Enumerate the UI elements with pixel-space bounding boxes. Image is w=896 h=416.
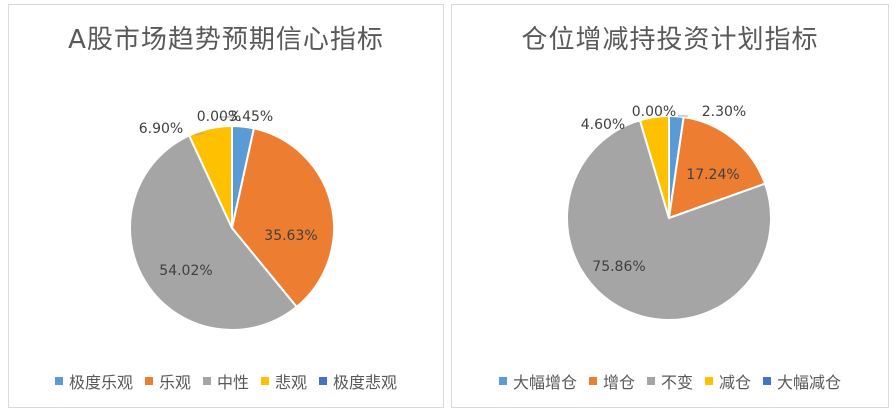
chart-panel-market-confidence: A股市场趋势预期信心指标 3.45% 35.63% 54.02% 6.90% 0.00%… [8, 4, 444, 408]
legend-item: 减仓 [705, 369, 751, 393]
pie-slice-4 [187, 124, 233, 229]
pie-slice-2 [230, 127, 335, 309]
data-label: 6.90% [139, 121, 183, 137]
legend-swatch [498, 377, 507, 385]
data-label: 0.00% [632, 104, 676, 120]
legend-swatch [705, 377, 713, 385]
legend-swatch [202, 377, 211, 385]
leader-line [194, 132, 206, 136]
legend-label: 不变 [660, 373, 693, 392]
chart-panel-position-plan: 仓位增减持投资计划指标 2.30% 17.24% 75.86% 4.60% 0.00% … [451, 4, 889, 408]
pie-slice-4 [638, 114, 670, 219]
legend-label: 大幅减仓 [777, 373, 842, 392]
data-label: 4.60% [581, 117, 625, 133]
legend-swatch [54, 377, 63, 385]
chart-legend: 大幅增仓 增仓 不变 减仓 大幅减仓 [452, 369, 888, 393]
legend-item: 大幅增仓 [498, 369, 577, 393]
legend-swatch [646, 377, 655, 385]
legend-item: 乐观 [144, 369, 191, 393]
data-label: 75.86% [592, 259, 645, 275]
pie-chart-market-confidence: 3.45% 35.63% 54.02% 6.90% 0.00% [129, 109, 335, 331]
legend-item: 大幅减仓 [763, 369, 841, 393]
legend-label: 悲观 [275, 373, 308, 392]
chart-title: 仓位增减持投资计划指标 [521, 25, 819, 55]
legend-swatch [144, 377, 153, 385]
legend-label: 增仓 [602, 373, 635, 392]
legend-item: 极度乐观 [54, 369, 133, 393]
legend-item: 悲观 [261, 369, 307, 393]
legend-item: 增仓 [588, 369, 635, 393]
chart-title: A股市场趋势预期信心指标 [68, 25, 384, 55]
legend-label: 大幅增仓 [512, 373, 577, 392]
legend-label: 极度悲观 [333, 373, 398, 392]
pie-slice-2 [667, 115, 767, 220]
pie-chart-position-plan: 2.30% 17.24% 75.86% 4.60% 0.00% [566, 104, 772, 321]
data-label: 17.24% [686, 167, 739, 183]
pie-slice-3 [566, 118, 772, 321]
legend-label: 中性 [216, 373, 249, 392]
data-label: 35.63% [264, 228, 317, 244]
data-label: 3.45% [229, 109, 273, 125]
legend-item: 中性 [202, 369, 249, 393]
legend-swatch [588, 377, 597, 385]
data-label: 2.30% [702, 104, 746, 120]
chart-legend: 极度乐观 乐观 中性 悲观 极度悲观 [9, 369, 443, 393]
legend-label: 乐观 [158, 373, 191, 392]
pie-slice-3 [129, 134, 299, 331]
legend-label: 极度乐观 [68, 373, 133, 392]
legend-item: 极度悲观 [319, 369, 397, 393]
legend-swatch [763, 377, 772, 385]
data-label: 0.00% [197, 109, 241, 125]
legend-swatch [319, 377, 328, 385]
legend-item: 不变 [646, 369, 693, 393]
legend-swatch [261, 377, 269, 385]
data-label: 54.02% [159, 263, 212, 279]
legend-label: 减仓 [719, 373, 752, 392]
